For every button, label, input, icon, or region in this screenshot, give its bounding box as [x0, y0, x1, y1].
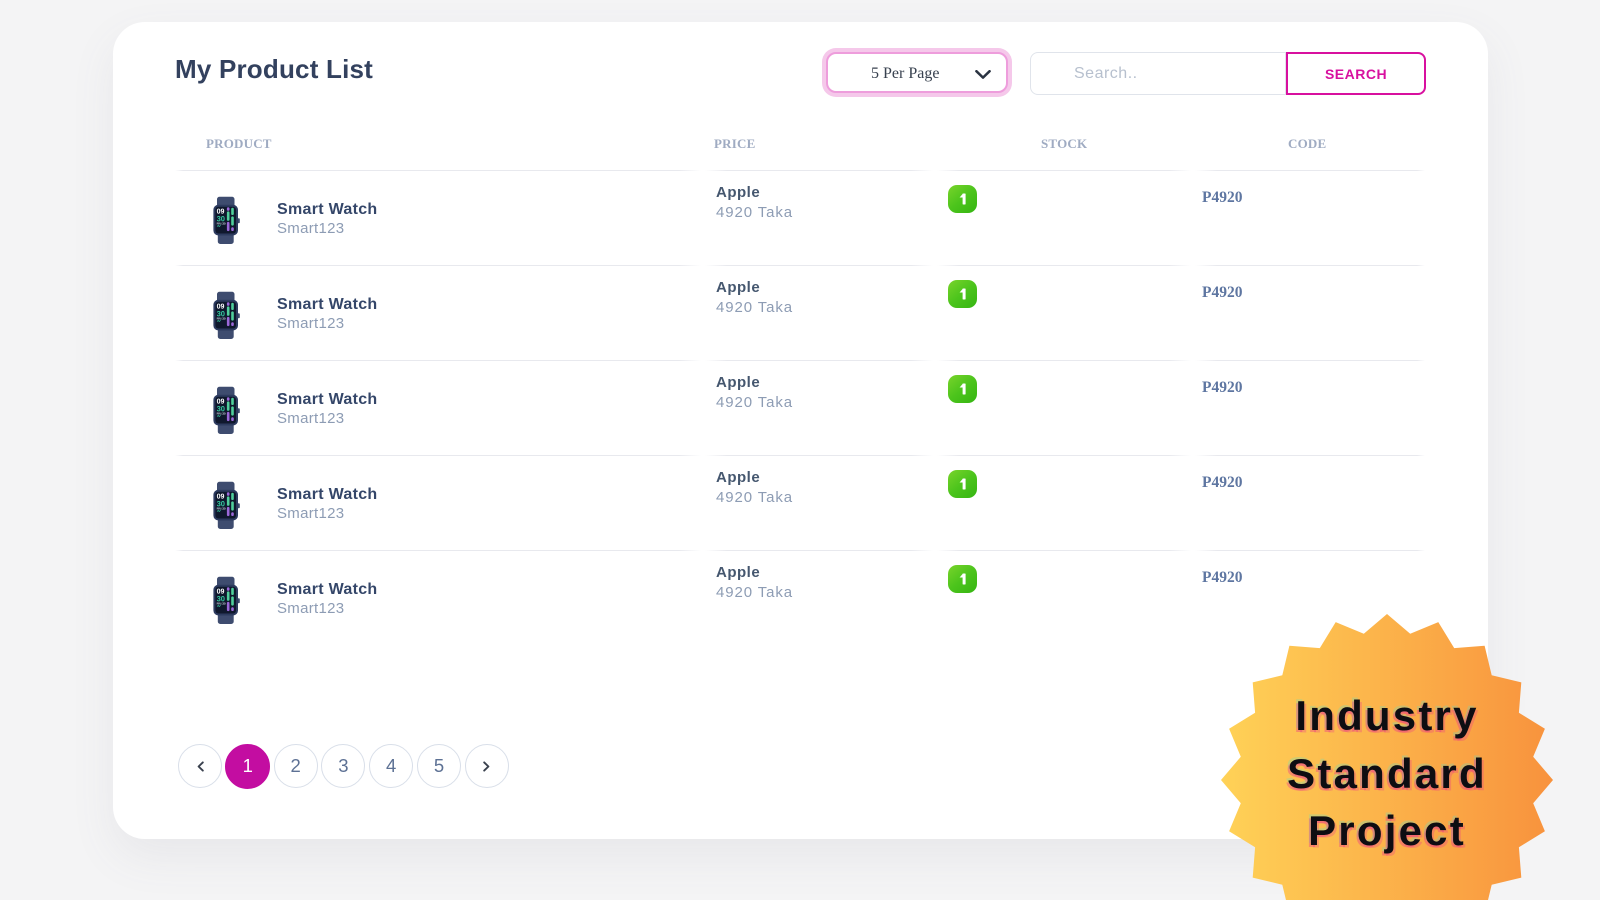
svg-text:FRI 30: FRI 30 — [217, 316, 226, 320]
svg-text:30: 30 — [217, 309, 225, 318]
svg-text:30: 30 — [217, 214, 225, 223]
svg-text:30: 30 — [217, 404, 225, 413]
svg-text:30: 30 — [217, 499, 225, 508]
svg-text:FRI 30: FRI 30 — [217, 506, 226, 510]
svg-text:09: 09 — [217, 208, 225, 215]
svg-text:09: 09 — [217, 493, 225, 500]
svg-text:09: 09 — [217, 588, 225, 595]
svg-text:FRI 30: FRI 30 — [217, 411, 226, 415]
svg-text:09: 09 — [217, 303, 225, 310]
svg-text:09: 09 — [217, 398, 225, 405]
svg-text:FRI 30: FRI 30 — [217, 601, 226, 605]
svg-text:FRI 30: FRI 30 — [217, 221, 226, 225]
svg-text:30: 30 — [217, 594, 225, 603]
